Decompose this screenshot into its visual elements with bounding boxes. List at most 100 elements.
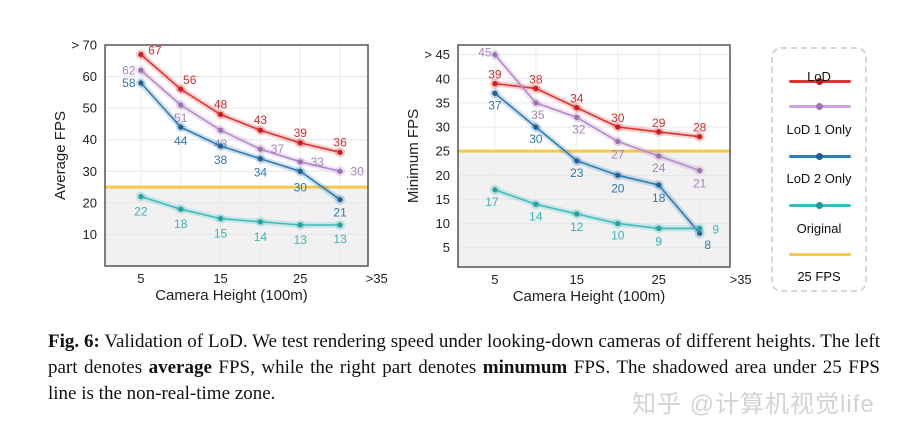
data-point bbox=[574, 105, 580, 111]
data-point bbox=[178, 86, 184, 92]
data-point bbox=[533, 124, 539, 130]
data-point bbox=[656, 129, 662, 135]
data-point bbox=[178, 124, 184, 130]
y-tick-label: > 45 bbox=[424, 47, 450, 62]
plot-frame bbox=[104, 44, 369, 267]
y-axis-label: Average FPS bbox=[52, 111, 69, 200]
data-point bbox=[297, 159, 303, 165]
data-label: 38 bbox=[529, 72, 543, 86]
data-point bbox=[217, 216, 224, 222]
data-label: 38 bbox=[214, 153, 228, 167]
y-tick-label: 10 bbox=[436, 216, 450, 231]
data-point bbox=[138, 67, 144, 73]
data-point bbox=[615, 138, 621, 145]
data-point bbox=[574, 158, 580, 164]
data-label: 39 bbox=[294, 126, 308, 140]
chart-average-fps: 6756484339366251433733305844383430212218… bbox=[52, 38, 388, 305]
data-label: 14 bbox=[529, 209, 543, 223]
data-label: 39 bbox=[488, 68, 502, 82]
y-axis-label: Minimum FPS bbox=[405, 109, 422, 203]
data-label: 29 bbox=[652, 116, 666, 130]
legend-label: LoD 1 Only bbox=[786, 122, 852, 137]
data-label: 22 bbox=[134, 205, 148, 219]
legend-label: LoD 2 Only bbox=[786, 171, 852, 186]
caption-text: FPS, while the right part denotes bbox=[211, 357, 483, 378]
data-point bbox=[615, 220, 621, 227]
data-label: 9 bbox=[712, 222, 719, 236]
data-label: 62 bbox=[122, 63, 136, 77]
data-label: 34 bbox=[570, 92, 584, 106]
data-point bbox=[297, 222, 303, 228]
y-tick-label: 30 bbox=[83, 164, 97, 179]
x-tick-label: 15 bbox=[213, 271, 227, 286]
data-label: 24 bbox=[652, 161, 666, 175]
data-point bbox=[492, 187, 498, 193]
data-point bbox=[217, 127, 224, 133]
data-label: 13 bbox=[294, 233, 308, 247]
caption-text: FPS. The shadowed area under 25 FPS line… bbox=[48, 357, 880, 404]
chart-minimum-fps: 39 38 34 30 29 28 45 35 32 27 24 21 37 30 23 20 18 8 17 14 1… bbox=[405, 44, 752, 305]
plot-frame bbox=[457, 44, 731, 268]
data-point bbox=[492, 52, 498, 58]
data-point bbox=[257, 127, 264, 133]
series-line-lod-1-only bbox=[494, 54, 700, 172]
data-label: 23 bbox=[570, 166, 584, 180]
data-point bbox=[656, 182, 662, 188]
y-tick-label: 15 bbox=[436, 192, 450, 207]
y-tick-label: 20 bbox=[83, 195, 97, 210]
data-label: 37 bbox=[488, 98, 502, 112]
x-tick-label: >35 bbox=[730, 272, 752, 287]
data-point bbox=[297, 140, 303, 146]
data-label: 33 bbox=[311, 155, 325, 169]
data-label: 45 bbox=[478, 46, 492, 60]
data-point bbox=[178, 102, 184, 108]
data-label: 67 bbox=[148, 43, 162, 57]
series-line-lod bbox=[140, 53, 341, 154]
data-label: 58 bbox=[122, 76, 136, 90]
data-label: 30 bbox=[611, 111, 625, 125]
data-label: 44 bbox=[174, 134, 188, 148]
data-label: 32 bbox=[572, 122, 586, 136]
caption-label: Fig. 6: bbox=[48, 331, 100, 352]
data-label: 21 bbox=[333, 206, 347, 220]
x-tick-label: 25 bbox=[651, 272, 665, 287]
series-line-lod-2-only bbox=[494, 92, 701, 234]
caption-text: Validation of LoD. We test rendering spe… bbox=[48, 331, 880, 378]
data-label: 43 bbox=[254, 113, 268, 127]
legend-swatch-original bbox=[789, 202, 851, 209]
non-real-time-shade bbox=[105, 187, 368, 266]
x-tick-label: 15 bbox=[570, 272, 584, 287]
data-point bbox=[697, 225, 703, 231]
data-point bbox=[533, 201, 539, 207]
data-point bbox=[217, 143, 224, 149]
data-label: 18 bbox=[652, 191, 666, 205]
data-point bbox=[697, 167, 703, 174]
y-tick-label: > 70 bbox=[71, 38, 97, 53]
data-point bbox=[615, 124, 621, 130]
legend-label: LoD bbox=[807, 69, 831, 84]
data-label: 10 bbox=[611, 229, 625, 243]
data-point bbox=[257, 146, 264, 152]
data-label: 12 bbox=[570, 220, 584, 234]
data-point bbox=[656, 225, 662, 231]
legend-label: Original bbox=[796, 221, 842, 236]
data-label: 35 bbox=[531, 108, 545, 122]
x-axis-label: Camera Height (100m) bbox=[155, 287, 308, 304]
data-point bbox=[492, 81, 498, 87]
data-point bbox=[492, 90, 498, 96]
watermark: 知乎 @计算机视觉life bbox=[632, 391, 875, 418]
data-point bbox=[138, 51, 144, 58]
data-label: 30 bbox=[294, 180, 308, 194]
figure-caption: Fig. 6: Validation of LoD. We test rende… bbox=[48, 329, 880, 407]
legend-swatch-threshold bbox=[789, 253, 851, 256]
legend-swatch-lod1 bbox=[789, 103, 851, 110]
data-label: 18 bbox=[174, 217, 188, 231]
y-tick-label: 40 bbox=[436, 71, 450, 86]
data-point bbox=[138, 193, 144, 200]
charts-figure: 6756484339366251433733305844383430212218… bbox=[52, 38, 752, 306]
y-tick-label: 25 bbox=[436, 144, 450, 159]
y-tick-label: 10 bbox=[83, 227, 97, 242]
data-label: 30 bbox=[529, 132, 543, 146]
data-label: 51 bbox=[174, 111, 188, 125]
data-label: 36 bbox=[333, 135, 347, 149]
